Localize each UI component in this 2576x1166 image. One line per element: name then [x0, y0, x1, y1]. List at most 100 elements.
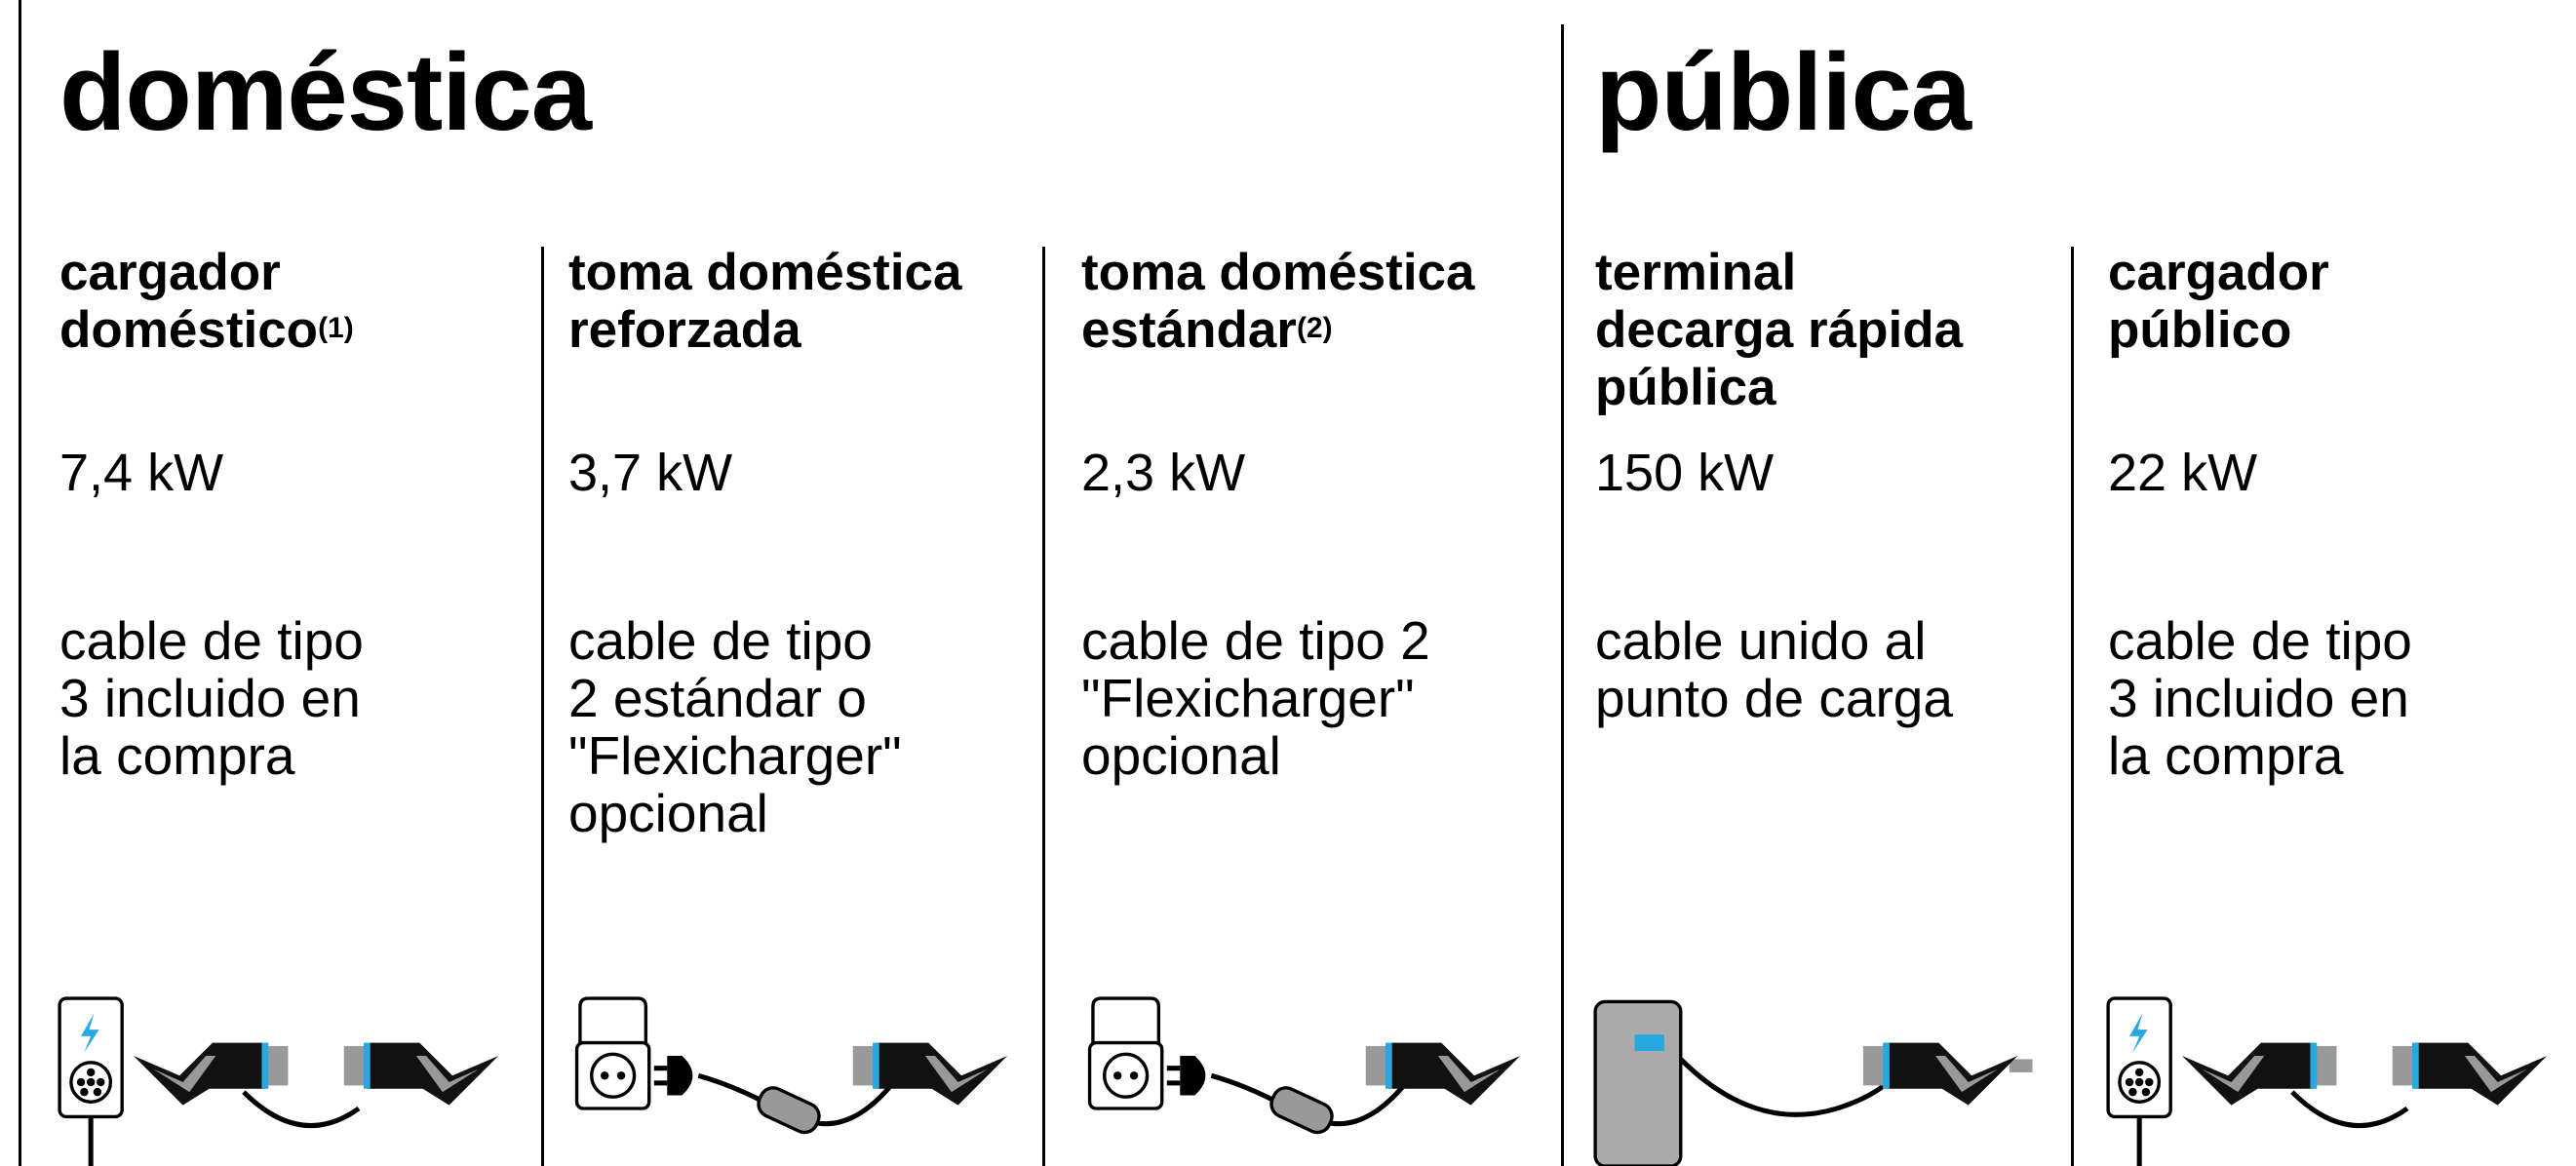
icon-part — [1593, 999, 2033, 1166]
icon-part — [2125, 1077, 2134, 1087]
icon-part — [2181, 1042, 2337, 1106]
icon-part — [343, 1045, 368, 1086]
icon-part — [1365, 1042, 1521, 1106]
icon-part — [58, 996, 499, 1166]
icon-part — [852, 1045, 877, 1086]
icon-part — [415, 1056, 479, 1093]
icon-part — [2464, 1056, 2527, 1093]
name-line: cargador — [2108, 244, 2329, 301]
icon-part — [653, 1080, 668, 1086]
cable-line: opcional — [568, 783, 768, 843]
icon-part — [93, 1087, 102, 1097]
icon-part — [1113, 1071, 1122, 1080]
section-title: pública — [1595, 31, 1971, 153]
icon-part — [2106, 996, 2548, 1166]
icon-part — [601, 1071, 609, 1080]
cable-line: "Flexicharger" — [568, 725, 902, 786]
option-column: toma doméstica estándar(2) 2,3 kW cable de … — [1081, 0, 1559, 1166]
icon-part — [1634, 1034, 1664, 1051]
cable-description: cable de tipo 2 "Flexicharger" opcional — [1081, 612, 1430, 785]
icon-part — [1437, 1056, 1501, 1093]
icon-part — [1129, 1071, 1139, 1080]
icon-part — [1087, 996, 1521, 1135]
power: 2,3 kW — [1081, 444, 1246, 502]
icon-part — [1678, 1057, 1896, 1117]
name-line: toma doméstica — [1081, 244, 1475, 301]
cable-description: cable unido al punto de carga — [1595, 612, 1953, 727]
name-line: público — [2108, 301, 2292, 359]
icon-part — [1180, 1056, 1206, 1096]
charger-icon — [1593, 999, 2033, 1166]
charger-icon — [2106, 996, 2548, 1166]
icon-part — [1166, 1066, 1181, 1071]
icon-part — [924, 1056, 988, 1093]
divider — [1042, 247, 1045, 1166]
icon-part — [343, 1042, 499, 1106]
cable-line: cable de tipo — [59, 610, 364, 671]
icon-part — [2290, 1090, 2409, 1129]
power: 7,4 kW — [59, 444, 224, 502]
charger-icon — [574, 996, 1008, 1135]
icon-part — [653, 1066, 668, 1071]
icon-part — [2009, 1059, 2033, 1072]
option-column: terminal decarga rápida pública 150 kW cable… — [1595, 0, 2073, 1166]
cable-line: la compra — [2108, 725, 2344, 786]
icon-part — [574, 996, 1008, 1135]
icon-part — [81, 1013, 99, 1053]
icon-part — [578, 996, 648, 1051]
icon-part — [76, 1077, 86, 1087]
icon-part — [667, 1056, 693, 1096]
icon-part — [1593, 999, 1683, 1166]
charger-icon — [58, 996, 499, 1166]
icon-part — [261, 1042, 269, 1089]
icon-part — [2129, 1013, 2148, 1053]
icon-part — [1883, 1042, 1890, 1089]
icon-part — [86, 1068, 96, 1077]
icon-part — [1091, 996, 1161, 1051]
option-column: cargador doméstico(1) 7,4 kW cable de tipo 3… — [59, 0, 537, 1166]
icon-part — [2411, 1042, 2419, 1089]
icon-part — [1935, 1056, 1999, 1093]
cable-line: cable de tipo 2 — [1081, 610, 1430, 671]
divider — [541, 247, 544, 1166]
icon-part — [616, 1071, 626, 1080]
icon-part — [86, 1077, 96, 1087]
footnote-mark: (2) — [1296, 312, 1333, 344]
icon-part — [1166, 1080, 1181, 1086]
icon-part — [2134, 1068, 2144, 1077]
icon-part — [2141, 1087, 2151, 1097]
icon-part — [80, 1087, 89, 1097]
icon-part — [264, 1045, 289, 1086]
icon-part — [2310, 1042, 2318, 1089]
icon-part — [852, 1042, 1008, 1106]
icon-part — [1385, 1042, 1392, 1089]
cable-line: punto de carga — [1595, 668, 1953, 728]
divider — [2071, 247, 2074, 1166]
cable-line: cable unido al — [1595, 610, 1927, 671]
icon-part — [1103, 1052, 1150, 1099]
cable-line: 3 incluido en — [2108, 668, 2409, 728]
icon-part — [153, 1056, 216, 1093]
icon-part — [242, 1090, 361, 1129]
divider — [1561, 24, 1564, 1166]
icon-part — [1269, 1086, 1334, 1135]
icon-part — [2392, 1045, 2416, 1086]
cable-description: cable de tipo 2 estándar o "Flexicharger" o… — [568, 612, 902, 842]
icon-part — [2392, 1042, 2548, 1106]
icon-part — [97, 1077, 105, 1087]
charger-icon — [1087, 996, 1521, 1135]
cable-line: la compra — [59, 725, 295, 786]
name-line: estándar — [1081, 301, 1297, 359]
name-line: doméstico — [59, 301, 319, 359]
cable-line: "Flexicharger" — [1081, 668, 1415, 728]
icon-part — [872, 1042, 879, 1089]
option-name: cargador doméstico(1) — [59, 244, 354, 359]
cable-line: 3 incluido en — [59, 668, 361, 728]
divider — [19, 0, 21, 1166]
cable-description: cable de tipo 3 incluido en la compra — [2108, 612, 2412, 785]
icon-part — [2202, 1056, 2265, 1093]
power: 150 kW — [1595, 444, 1775, 502]
option-name: terminal decarga rápida pública — [1595, 244, 1963, 416]
cable-line: cable de tipo — [2108, 610, 2412, 671]
icon-part — [363, 1042, 371, 1089]
